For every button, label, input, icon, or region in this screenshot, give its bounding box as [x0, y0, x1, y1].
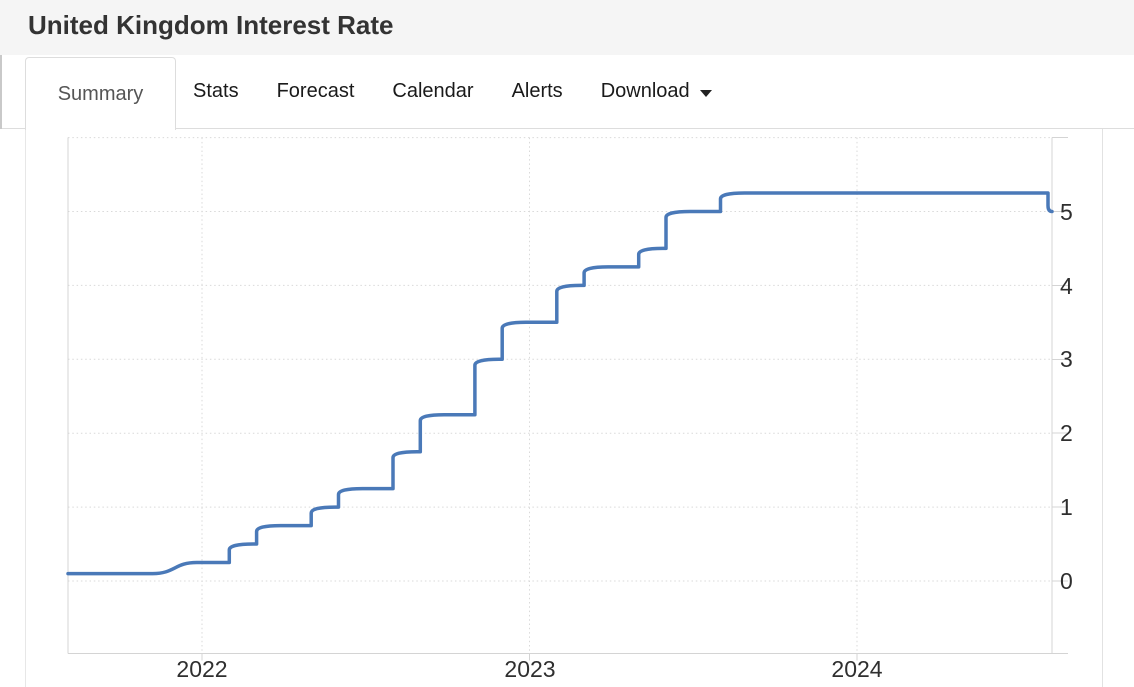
tab-list: Stats Forecast Calendar Alerts Download: [174, 55, 731, 128]
tab-calendar[interactable]: Calendar: [373, 80, 492, 103]
tab-bar: Summary Stats Forecast Calendar Alerts D…: [0, 55, 1134, 130]
tab-download-label: Download: [600, 80, 690, 102]
page-title: United Kingdom Interest Rate: [28, 10, 394, 40]
x-axis-tick-label: 2022: [176, 656, 228, 682]
y-axis-tick-label: 5: [1060, 199, 1073, 225]
y-axis-tick-label: 1: [1060, 494, 1073, 520]
page-header: United Kingdom Interest Rate: [0, 0, 1134, 55]
tab-download[interactable]: Download: [582, 80, 731, 103]
tab-forecast-label: Forecast: [276, 80, 355, 102]
tab-stats-label: Stats: [193, 80, 239, 102]
tab-calendar-label: Calendar: [392, 80, 474, 102]
tab-alerts-label: Alerts: [511, 80, 563, 102]
tab-summary-label: Summary: [57, 82, 144, 105]
tab-alerts[interactable]: Alerts: [493, 80, 582, 103]
y-axis-tick-label: 3: [1060, 346, 1073, 372]
chevron-down-icon: [699, 89, 712, 97]
tab-forecast[interactable]: Forecast: [258, 80, 374, 103]
x-axis-tick-label: 2023: [504, 656, 556, 682]
tab-stats[interactable]: Stats: [174, 80, 258, 103]
y-axis-tick-label: 0: [1060, 568, 1073, 594]
chart-card: [25, 129, 1103, 687]
interest-rate-series-line: [66, 191, 1054, 576]
y-axis-tick-label: 2: [1060, 420, 1073, 446]
y-axis-tick-label: 4: [1060, 273, 1073, 299]
tab-summary[interactable]: Summary: [25, 57, 176, 130]
x-axis-tick-label: 2024: [831, 656, 883, 682]
